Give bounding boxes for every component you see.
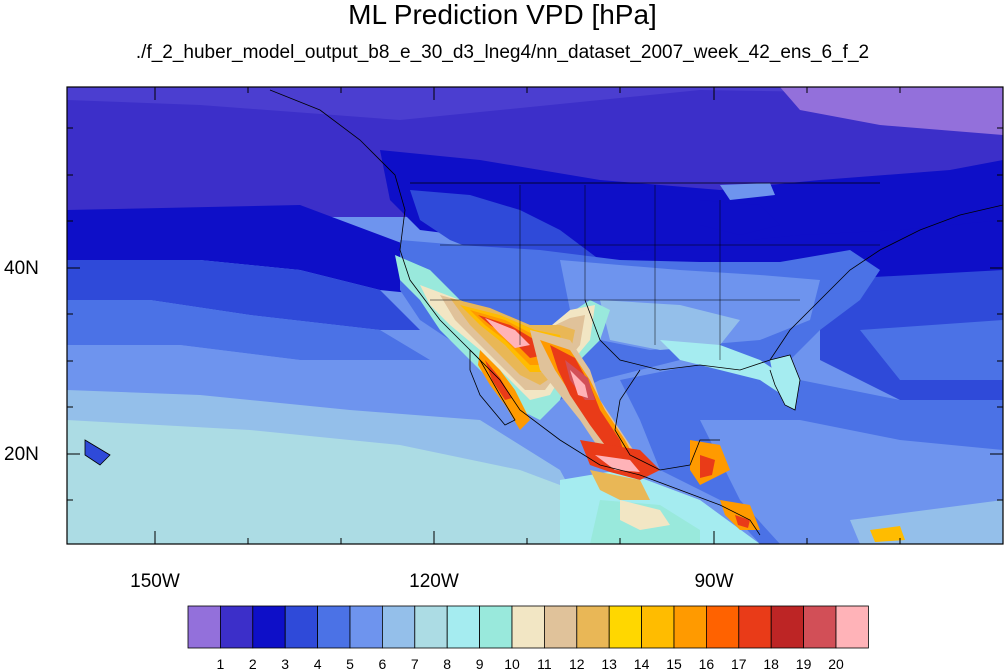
lon-label-150w: 150W — [130, 571, 180, 592]
colorbar-box-18 — [770, 605, 805, 649]
colorbar-label-18: 18 — [763, 656, 779, 672]
colorbar-box-16 — [706, 605, 740, 649]
colorbar-label-6: 6 — [378, 656, 387, 672]
colorbar-label-9: 9 — [475, 656, 484, 672]
colorbar-label-10: 10 — [504, 656, 520, 672]
colorbar-label-15: 15 — [666, 656, 682, 672]
coastline-borders — [84, 89, 1003, 536]
colorbar-label-3: 3 — [281, 656, 290, 672]
plot-frame — [66, 86, 1004, 545]
lat-label-20n: 20N — [4, 444, 39, 465]
colorbar-box-0 — [187, 605, 221, 649]
colorbar-label-1: 1 — [216, 656, 225, 672]
colorbar-box-19 — [803, 605, 837, 649]
map-title: ML Prediction VPD [hPa] — [348, 0, 657, 30]
colorbar-label-16: 16 — [698, 656, 715, 672]
colorbar-box-4 — [317, 605, 351, 649]
colorbar-box-15 — [673, 605, 707, 649]
colorbar-box-1 — [219, 605, 254, 649]
colorbar-label-12: 12 — [569, 656, 585, 672]
colorbar-box-7 — [414, 605, 448, 649]
colorbar-box-9 — [479, 605, 513, 649]
colorbar-label-7: 7 — [410, 656, 419, 672]
axis-ticks — [67, 87, 1003, 544]
lat-label-40n: 40N — [4, 258, 39, 279]
colorbar-label-11: 11 — [537, 656, 552, 672]
map-subtitle: ./f_2_huber_model_output_b8_e_30_d3_lneg… — [135, 42, 870, 63]
colorbar-label-4: 4 — [313, 656, 322, 672]
colorbar-box-8 — [446, 605, 481, 649]
colorbar-box-6 — [381, 605, 416, 649]
colorbar-box-5 — [349, 605, 383, 649]
colorbar-label-13: 13 — [601, 656, 617, 672]
colorbar-box-12 — [576, 605, 610, 649]
lon-label-90w: 90W — [694, 571, 734, 592]
colorbar-box-3 — [284, 605, 319, 649]
colorbar-label-17: 17 — [731, 656, 747, 672]
colorbar-label-5: 5 — [346, 656, 354, 672]
colorbar-box-20 — [835, 605, 869, 649]
colorbar-label-8: 8 — [443, 656, 452, 672]
colorbar-label-20: 20 — [828, 656, 844, 672]
colorbar-box-14 — [641, 605, 675, 649]
colorbar — [187, 605, 869, 649]
colorbar-box-10 — [511, 605, 545, 649]
colorbar-box-2 — [252, 605, 286, 649]
colorbar-box-11 — [544, 605, 578, 649]
contour-fill-layer — [67, 87, 1003, 544]
colorbar-box-17 — [738, 605, 772, 649]
colorbar-label-14: 14 — [633, 656, 650, 672]
colorbar-label-19: 19 — [795, 656, 812, 672]
lon-label-120w: 120W — [409, 571, 459, 592]
colorbar-label-2: 2 — [248, 656, 257, 672]
colorbar-box-13 — [608, 605, 643, 649]
